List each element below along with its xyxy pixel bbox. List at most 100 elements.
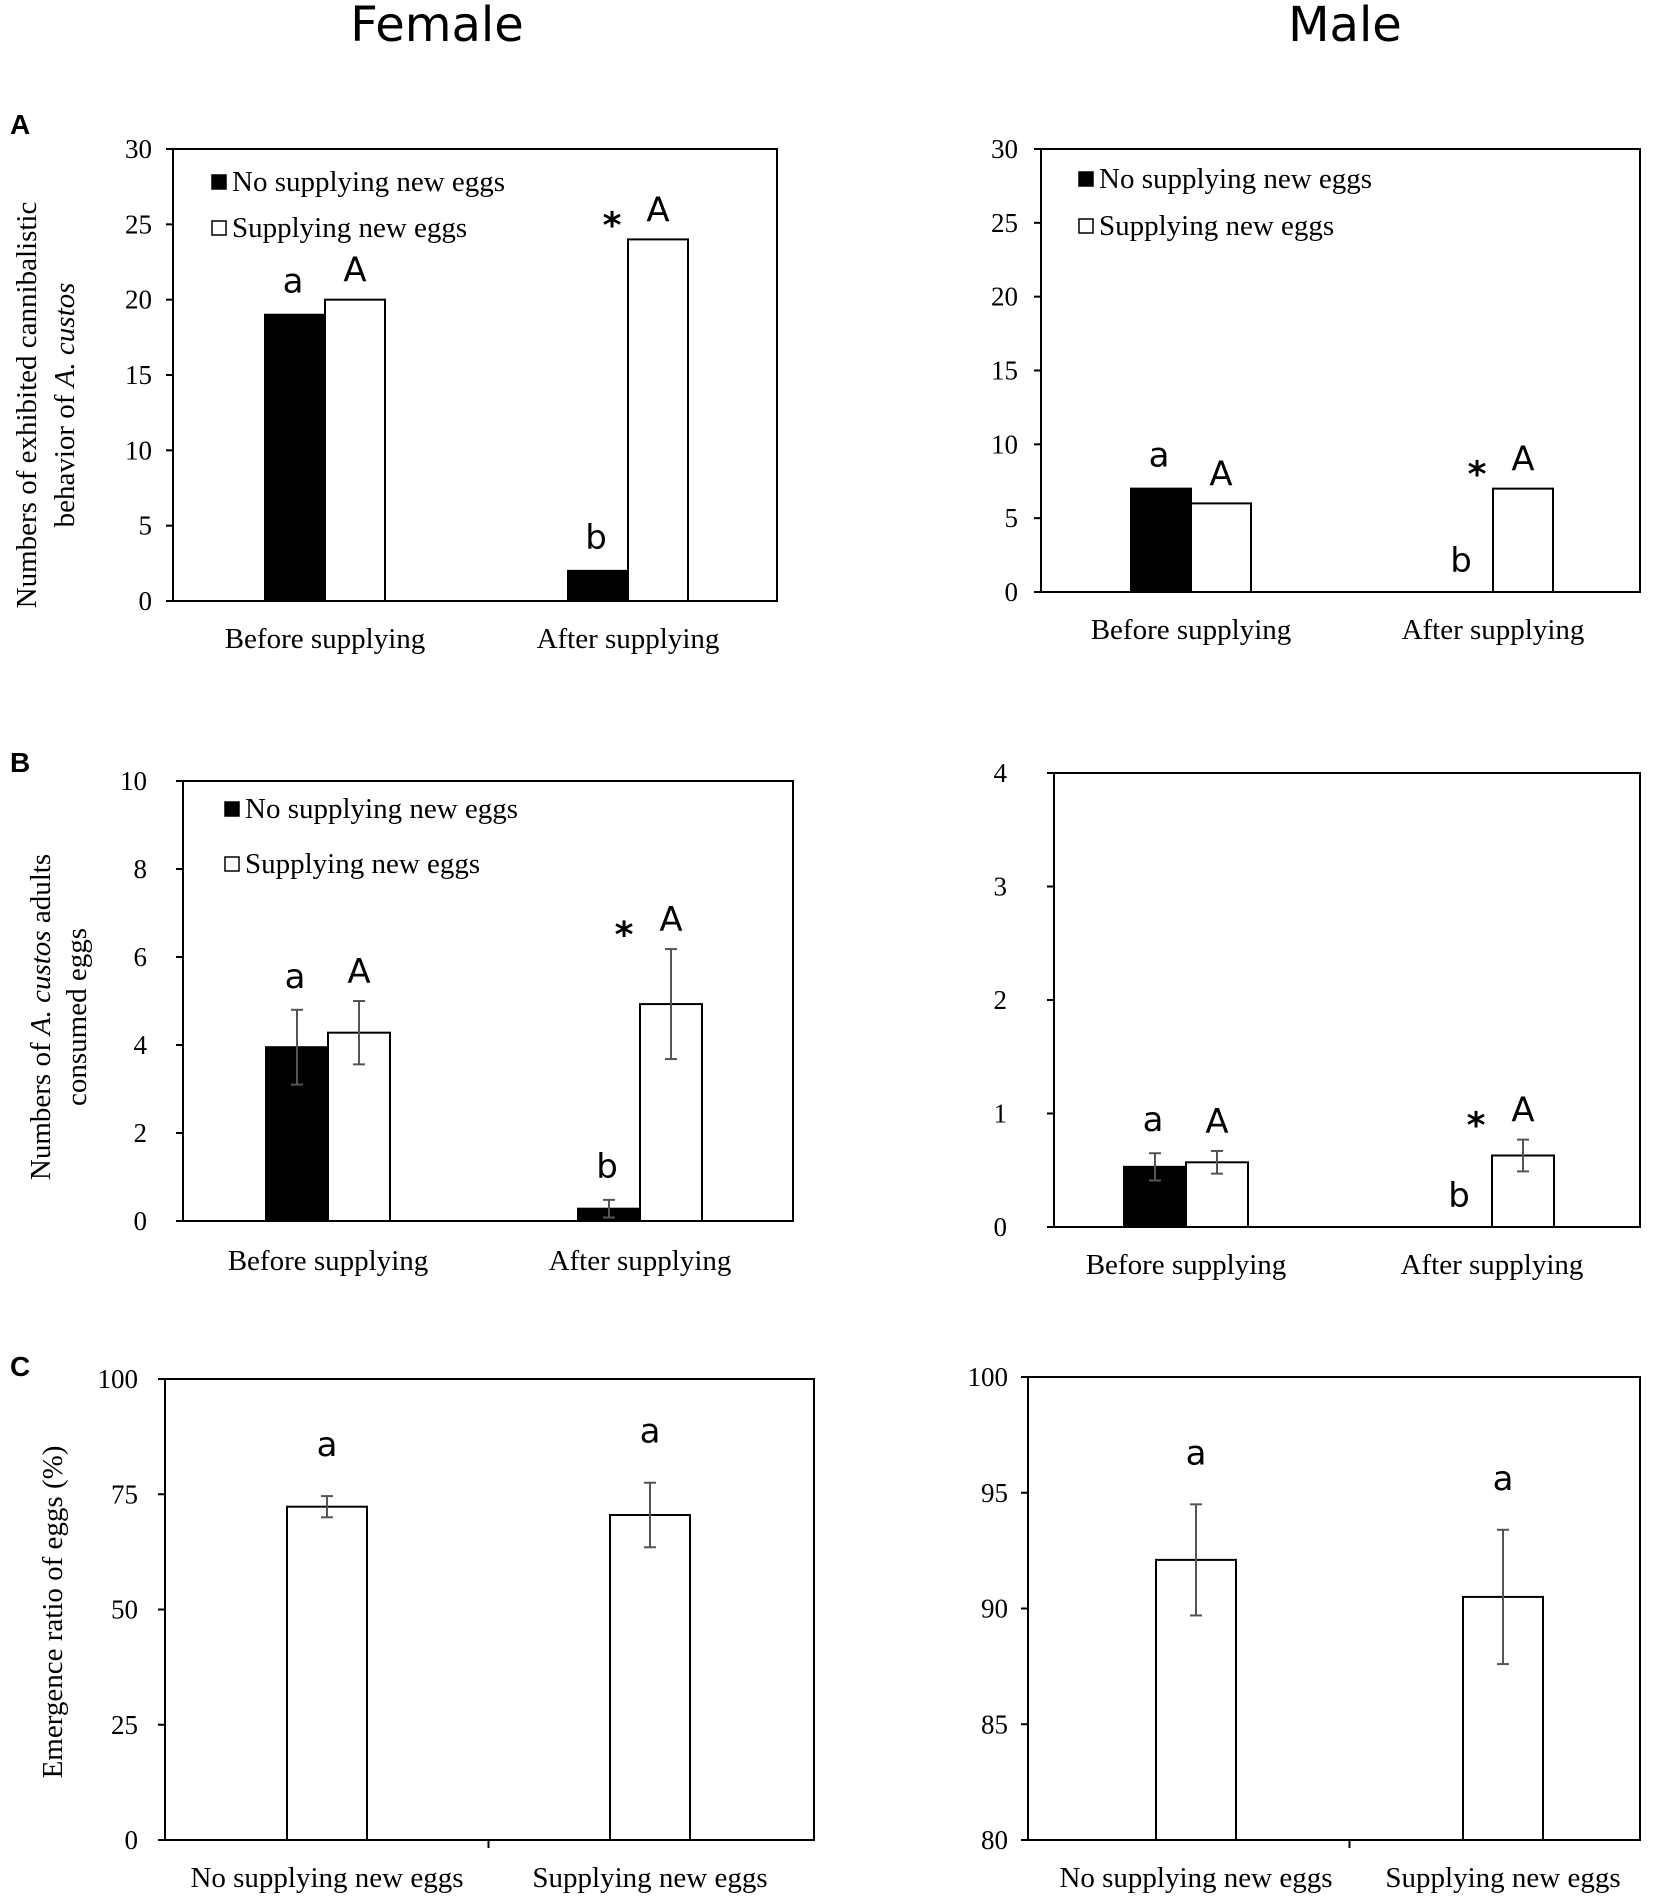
legend-swatch-supplying [211, 220, 227, 236]
chart-b-male: 0 1 2 3 4 Before supplying After supplying a Ab A… [994, 758, 1641, 1281]
y-tick-label: 80 [981, 1825, 1008, 1855]
legend-swatch-no-supplying [224, 801, 240, 817]
significance-letter: A [646, 190, 669, 230]
ylabel-a: Numbers of exhibited cannibalistic behav… [11, 202, 81, 609]
y-tick-label: 85 [981, 1709, 1008, 1739]
legend-label-no-supplying: No supplying new eggs [245, 793, 518, 825]
panel-letter-c: C [10, 1351, 30, 1382]
y-tick-label: 2 [994, 985, 1008, 1015]
significance-letter: A [1511, 1091, 1534, 1131]
y-tick-label: 10 [120, 766, 147, 796]
significance-letter: a [640, 1412, 661, 1452]
bar-supplying [1190, 502, 1252, 593]
significance-star: * [1467, 1106, 1486, 1147]
bar-supplying [324, 298, 386, 602]
column-title-male: Male [1288, 0, 1402, 53]
legend-label-no-supplying: No supplying new eggs [1099, 163, 1372, 195]
significance-letter: a [1493, 1459, 1514, 1499]
bar-supplying [627, 238, 689, 602]
y-tick-label: 50 [111, 1595, 138, 1625]
y-tick-label: 5 [1005, 503, 1019, 533]
significance-letter: b [585, 518, 607, 558]
legend-label-supplying: Supplying new eggs [1099, 210, 1334, 242]
significance-star: * [1468, 455, 1487, 496]
y-tick-label: 4 [994, 758, 1008, 788]
y-tick-label: 15 [125, 360, 152, 390]
significance-letter: A [1209, 454, 1232, 494]
y-tick-label: 2 [134, 1118, 148, 1148]
bar-no-supplying [1130, 487, 1192, 593]
ylabel-b-line1: Numbers of A. custos adults [25, 854, 57, 1180]
y-tick-label: 100 [968, 1362, 1009, 1392]
ylabel-a-line1: Numbers of exhibited cannibalistic [11, 202, 43, 609]
y-tick-label: 0 [125, 1825, 139, 1855]
y-tick-label: 0 [139, 586, 153, 616]
y-tick-label: 10 [991, 429, 1018, 459]
category-label: Before supplying [228, 1245, 429, 1277]
y-tick-label: 90 [981, 1594, 1008, 1624]
y-tick-label: 0 [1005, 577, 1019, 607]
bar-emergence-ratio [609, 1513, 691, 1841]
bar-no-supplying [264, 313, 326, 602]
significance-letter: A [343, 251, 366, 291]
ylabel-a-line2: behavior of A. custos [49, 283, 81, 528]
significance-letter: b [1448, 1176, 1470, 1216]
ylabel-c: Emergence ratio of eggs (%) [37, 1446, 69, 1779]
significance-letter: a [285, 957, 306, 997]
significance-letter: a [1149, 436, 1170, 476]
ylabel-c-line1: Emergence ratio of eggs (%) [37, 1446, 69, 1779]
plot-frame [182, 780, 794, 1222]
legend-swatch-no-supplying [211, 174, 227, 190]
y-tick-label: 4 [134, 1030, 148, 1060]
legend-label-no-supplying: No supplying new eggs [232, 166, 505, 198]
category-label: After supplying [549, 1245, 732, 1277]
legend-label-supplying: Supplying new eggs [245, 848, 480, 880]
significance-letter: A [1205, 1102, 1228, 1142]
category-label: Before supplying [1086, 1249, 1287, 1281]
ylabel-b: Numbers of A. custos adults consumed egg… [25, 854, 93, 1180]
y-tick-label: 20 [125, 285, 152, 315]
legend-swatch-supplying [1078, 218, 1094, 234]
chart-a-male: 0 5 10 15 20 25 30 Before supplying After supply… [991, 134, 1641, 646]
category-label: After supplying [1401, 1249, 1584, 1281]
significance-letter: a [1186, 1433, 1207, 1473]
y-tick-label: 5 [139, 511, 153, 541]
bar-supplying [1492, 487, 1554, 593]
significance-star: * [615, 915, 634, 956]
chart-c-male: 80 85 90 95 100 No supplying new eggs Supplyin… [968, 1362, 1641, 1894]
bar-no-supplying [567, 569, 629, 602]
y-tick-label: 25 [111, 1710, 138, 1740]
y-tick-label: 30 [125, 134, 152, 164]
significance-letter: A [659, 900, 682, 940]
significance-letter: a [283, 262, 304, 302]
category-label: Before supplying [225, 623, 426, 655]
y-tick-label: 15 [991, 356, 1018, 386]
y-tick-label: 3 [994, 872, 1008, 902]
category-label: No supplying new eggs [190, 1862, 463, 1894]
category-label: After supplying [537, 623, 720, 655]
panel-letter-a: A [10, 109, 30, 140]
y-tick-label: 1 [994, 1099, 1008, 1129]
category-label: Before supplying [1091, 614, 1292, 646]
y-tick-label: 30 [991, 134, 1018, 164]
y-tick-label: 20 [991, 282, 1018, 312]
chart-c-female: 0 25 50 75 100 No supplying new eggs Supplying… [98, 1364, 815, 1894]
ylabel-b-line2: consumed eggs [61, 928, 93, 1106]
panel-letter-b: B [10, 747, 30, 778]
y-tick-label: 6 [134, 942, 148, 972]
significance-letter: b [596, 1147, 618, 1187]
category-label: Supplying new eggs [1385, 1862, 1620, 1894]
category-label: After supplying [1402, 614, 1585, 646]
y-tick-label: 10 [125, 435, 152, 465]
y-tick-label: 100 [98, 1364, 139, 1394]
bar-emergence-ratio [286, 1505, 368, 1842]
chart-a-female: 0 5 10 15 20 25 30 Before supplying After supply… [125, 134, 778, 655]
y-tick-label: 25 [125, 209, 152, 239]
y-tick-label: 8 [134, 854, 148, 884]
y-tick-label: 75 [111, 1479, 138, 1509]
significance-letter: b [1450, 541, 1472, 581]
chart-b-female: 0 2 4 6 8 10 Before supplying After supplying a A… [120, 766, 794, 1277]
y-tick-label: 95 [981, 1478, 1008, 1508]
y-tick-label: 0 [994, 1212, 1008, 1242]
